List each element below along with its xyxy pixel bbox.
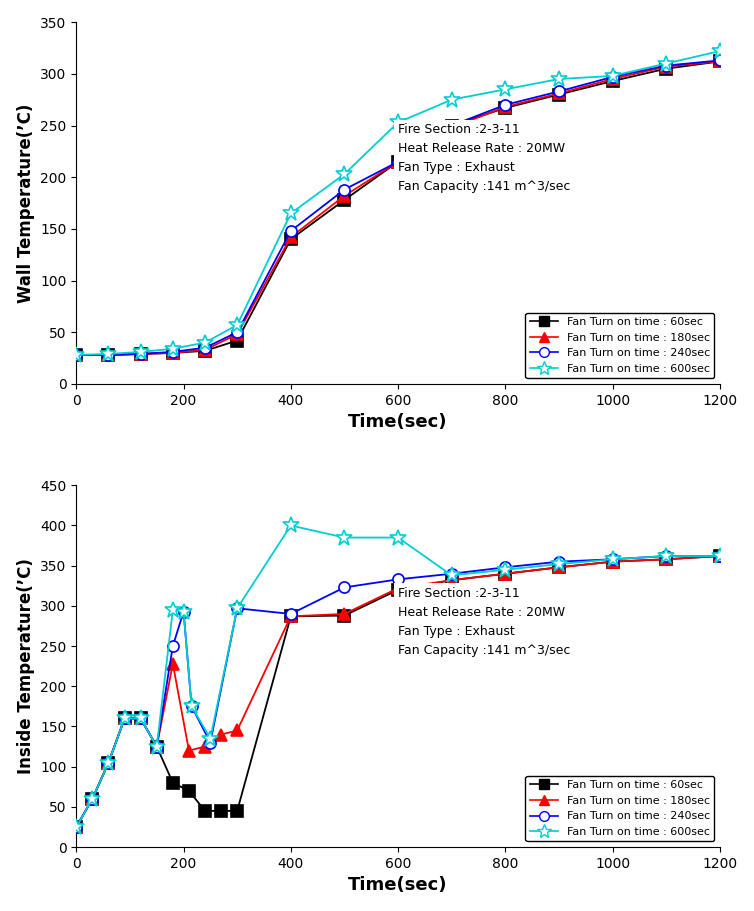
Text: Fire Section :2-3-11
Heat Release Rate : 20MW
Fan Type : Exhaust
Fan Capacity :1: Fire Section :2-3-11 Heat Release Rate :… xyxy=(398,587,571,657)
Legend: Fan Turn on time : 60sec, Fan Turn on time : 180sec, Fan Turn on time : 240sec, : Fan Turn on time : 60sec, Fan Turn on ti… xyxy=(526,312,714,378)
X-axis label: Time(sec): Time(sec) xyxy=(348,414,448,431)
Y-axis label: Inside Temperature(’C): Inside Temperature(’C) xyxy=(17,558,35,774)
Legend: Fan Turn on time : 60sec, Fan Turn on time : 180sec, Fan Turn on time : 240sec, : Fan Turn on time : 60sec, Fan Turn on ti… xyxy=(526,776,714,842)
Y-axis label: Wall Temperature(’C): Wall Temperature(’C) xyxy=(17,103,35,302)
X-axis label: Time(sec): Time(sec) xyxy=(348,876,448,895)
Text: Fire Section :2-3-11
Heat Release Rate : 20MW
Fan Type : Exhaust
Fan Capacity :1: Fire Section :2-3-11 Heat Release Rate :… xyxy=(398,124,571,193)
